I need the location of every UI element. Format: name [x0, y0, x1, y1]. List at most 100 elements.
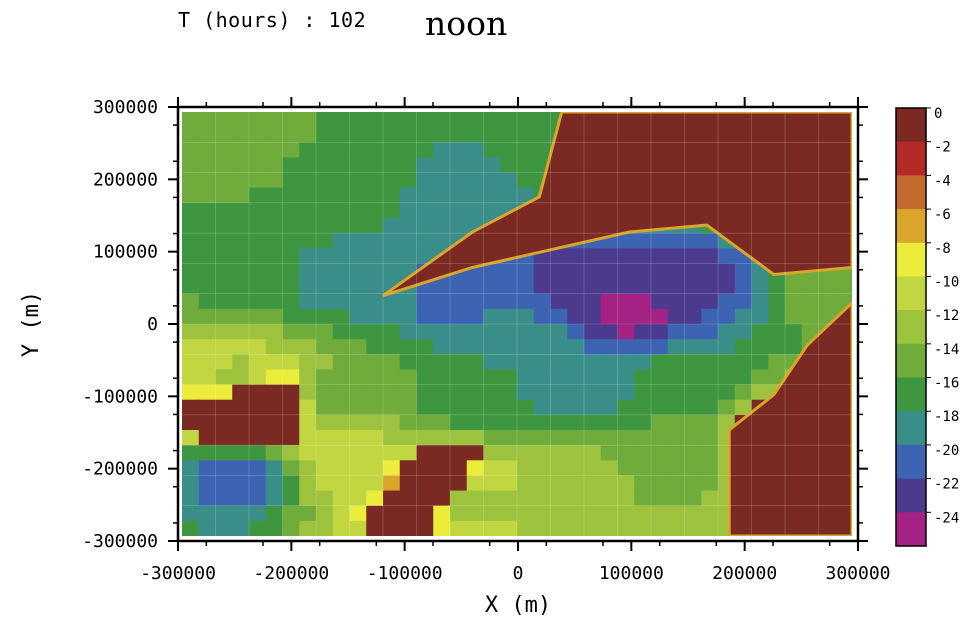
contour-cell: [249, 430, 267, 446]
contour-cell: [718, 293, 736, 310]
contour-cell: [550, 399, 568, 416]
contour-cell: [584, 520, 602, 536]
contour-cell: [550, 354, 568, 371]
contour-cell: [500, 263, 518, 280]
contour-cell: [433, 339, 451, 355]
contour-cell: [299, 127, 317, 143]
contour-cell: [450, 142, 468, 159]
contour-cell: [198, 218, 217, 234]
contour-cell: [466, 414, 485, 431]
contour-cell: [299, 399, 317, 416]
contour-cell: [316, 278, 334, 295]
contour-cell: [265, 112, 284, 128]
contour-cell: [617, 384, 635, 401]
contour-cell: [299, 112, 317, 128]
contour-cell: [466, 172, 485, 189]
contour-cell: [617, 445, 635, 461]
contour-cell: [617, 490, 635, 507]
contour-cell: [701, 369, 719, 386]
contour-cell: [718, 354, 736, 371]
contour-cell: [500, 505, 518, 522]
contour-cell: [316, 142, 334, 159]
contour-cell: [500, 490, 518, 507]
contour-cell: [517, 142, 535, 159]
contour-cell: [667, 414, 686, 431]
contour-cell: [299, 202, 317, 219]
contour-cell: [282, 324, 300, 340]
contour-cell: [751, 339, 769, 355]
contour-cell: [584, 263, 602, 280]
contour-cell: [332, 445, 351, 461]
contour-cell: [785, 339, 803, 355]
contour-cell: [232, 233, 250, 249]
contour-cell: [299, 324, 317, 340]
contour-cell: [282, 142, 300, 159]
colorbar-swatch: [896, 209, 926, 244]
contour-cell: [517, 172, 535, 189]
contour-cell: [198, 187, 217, 204]
contour-cell: [718, 369, 736, 386]
contour-cell: [584, 308, 602, 325]
colorbar-swatch: [896, 377, 926, 412]
contour-cell: [215, 354, 233, 371]
contour-cell: [751, 293, 769, 310]
contour-cell: [450, 172, 468, 189]
contour-cell: [517, 520, 535, 536]
contour-cell: [600, 278, 619, 295]
contour-cell: [215, 308, 233, 325]
contour-cell: [751, 369, 769, 386]
contour-cell: [299, 354, 317, 371]
colorbar-swatch: [896, 276, 926, 311]
contour-cell: [550, 460, 568, 477]
contour-cell: [433, 430, 451, 446]
contour-cell: [651, 248, 669, 265]
contour-cell: [600, 384, 619, 401]
contour-cell: [433, 308, 451, 325]
contour-cell: [500, 430, 518, 446]
contour-cell: [182, 475, 200, 492]
contour-cell: [299, 460, 317, 477]
contour-cell: [332, 263, 351, 280]
contour-cell: [416, 202, 434, 219]
contour-cell: [332, 505, 351, 522]
contour-cell: [450, 414, 468, 431]
contour-cell: [366, 278, 384, 295]
contour-cell: [232, 475, 250, 492]
contour-cell: [399, 248, 418, 265]
contour-cell: [718, 278, 736, 295]
contour-cell: [198, 263, 217, 280]
contour-cell: [332, 430, 351, 446]
contour-cell: [433, 112, 451, 128]
contour-cell: [701, 263, 719, 280]
contour-cell: [483, 475, 501, 492]
contour-cell: [332, 157, 351, 174]
contour-cell: [433, 490, 451, 507]
contour-cell: [316, 233, 334, 249]
contour-cell: [466, 202, 485, 219]
contour-cell: [651, 414, 669, 431]
contour-cell: [701, 278, 719, 295]
contour-cell: [316, 490, 334, 507]
contour-cell: [182, 157, 200, 174]
contour-cell: [801, 293, 820, 310]
contour-cell: [584, 399, 602, 416]
contour-cell: [533, 369, 552, 386]
contour-cell: [483, 445, 501, 461]
contour-cell: [282, 354, 300, 371]
contour-cell: [198, 127, 217, 143]
colorbar-swatch: [896, 175, 926, 210]
contour-cell: [634, 414, 652, 431]
contour-cell: [483, 172, 501, 189]
contour-cell: [450, 187, 468, 204]
colorbar-label: -20: [934, 443, 959, 459]
contour-cell: [584, 445, 602, 461]
contour-cell: [366, 187, 384, 204]
contour-cell: [768, 308, 786, 325]
contour-cell: [617, 475, 635, 492]
contour-cell: [282, 490, 300, 507]
contour-cell: [550, 384, 568, 401]
contour-cell: [332, 278, 351, 295]
contour-cell: [332, 324, 351, 340]
contour-cell: [316, 384, 334, 401]
contour-cell: [450, 324, 468, 340]
